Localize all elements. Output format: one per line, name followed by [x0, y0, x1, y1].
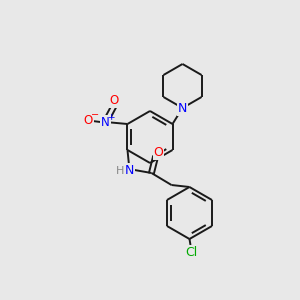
Text: Cl: Cl: [185, 245, 198, 259]
Text: N: N: [178, 101, 187, 115]
Text: −: −: [92, 110, 100, 120]
Text: +: +: [107, 112, 114, 122]
Text: O: O: [154, 146, 164, 158]
Text: O: O: [84, 115, 93, 128]
Text: O: O: [110, 94, 119, 107]
Text: H: H: [116, 166, 125, 176]
Text: N: N: [101, 116, 110, 128]
Text: N: N: [125, 164, 134, 176]
